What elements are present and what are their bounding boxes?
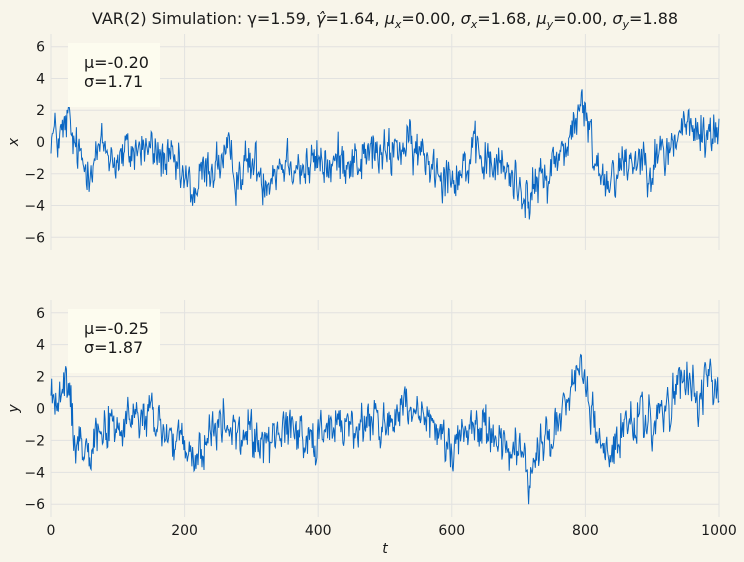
y-axis-label-y: y <box>6 404 22 414</box>
y-tick-label: −4 <box>24 199 45 215</box>
x-tick-label: 800 <box>572 523 599 539</box>
y-axis-label-x: x <box>6 137 22 147</box>
chart-title: VAR(2) Simulation: γ=1.59, γ̂=1.64, μx=0… <box>92 9 678 31</box>
chart-panels: −6 −4 −2 0 2 4 6 x μ=-0.20σ=1.71 −6 −4 −2 0 2 4 6 y μ=-0.… <box>6 34 737 539</box>
y-tick-label: 0 <box>36 135 45 151</box>
stat-mean-label: μ=-0.20 <box>84 53 149 72</box>
y-tick-label: −6 <box>24 497 45 513</box>
panel-y: −6 −4 −2 0 2 4 6 y μ=-0.25σ=1.87 0 200 400 600 800 100… <box>6 300 737 539</box>
y-tick-label: 0 <box>36 402 45 418</box>
stats-box <box>68 309 160 373</box>
panel-x: −6 −4 −2 0 2 4 6 x μ=-0.20σ=1.71 <box>6 34 720 250</box>
stat-mean-label: μ=-0.25 <box>84 319 149 338</box>
y-tick-label: 2 <box>36 103 45 119</box>
y-tick-label: −6 <box>24 230 45 246</box>
series-line-y <box>50 353 720 505</box>
y-tick-label: 6 <box>36 306 45 322</box>
x-axis-label: t <box>382 541 388 557</box>
y-tick-label: −2 <box>24 167 45 183</box>
stat-std-label: σ=1.71 <box>84 72 143 91</box>
y-tick-label: 2 <box>36 370 45 386</box>
stats-box <box>68 43 160 107</box>
title-gamma-hat: γ̂ <box>316 9 327 28</box>
stat-std-label: σ=1.87 <box>84 338 143 357</box>
y-tick-label: 4 <box>36 338 45 354</box>
x-tick-label: 400 <box>305 523 332 539</box>
x-tick-label: 200 <box>171 523 198 539</box>
y-tick-label: 6 <box>36 40 45 56</box>
y-tick-label: 4 <box>36 71 45 87</box>
y-tick-label: −4 <box>24 465 45 481</box>
x-tick-label: 1000 <box>701 523 737 539</box>
y-tick-label: −2 <box>24 433 45 449</box>
x-tick-label: 600 <box>438 523 465 539</box>
series-line-x <box>50 89 720 220</box>
x-tick-label: 0 <box>47 523 56 539</box>
